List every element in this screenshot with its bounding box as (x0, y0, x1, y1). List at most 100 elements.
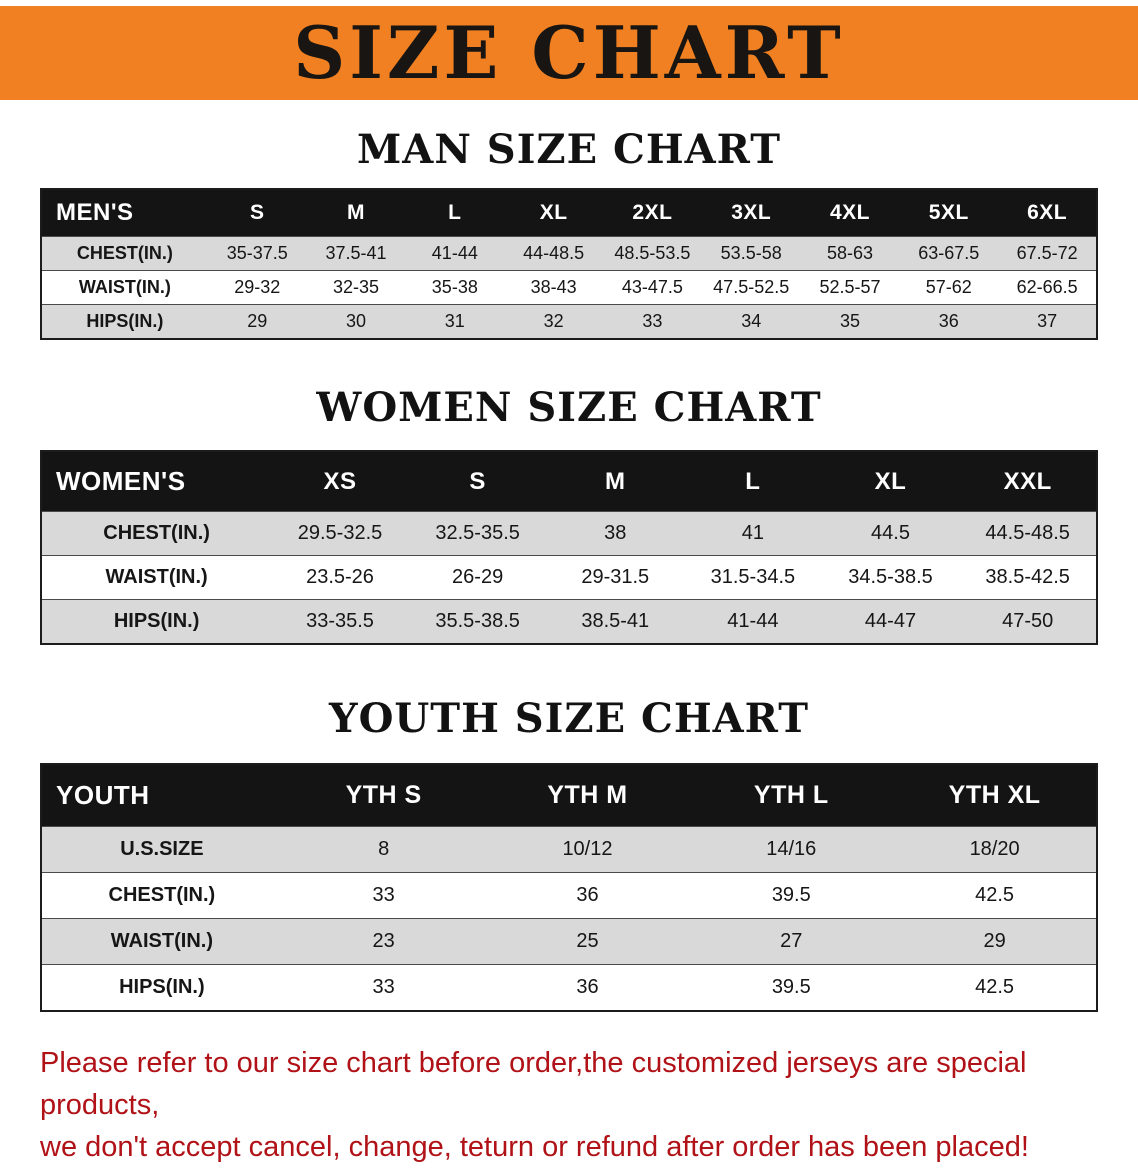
footer-note-line1: Please refer to our size chart before or… (40, 1047, 1027, 1122)
men-size-section: MAN SIZE CHART MEN'S S M L XL 2XL 3XL 4XL 5XL 6XL… (0, 130, 1138, 340)
table-header-row: MEN'S S M L XL 2XL 3XL 4XL 5XL 6XL (41, 189, 1097, 237)
table-row: HIPS(IN.) 29 30 31 32 33 34 35 36 37 (41, 304, 1097, 339)
size-header-cell: 3XL (701, 189, 801, 237)
table-row: WAIST(IN.) 23 25 27 29 (41, 918, 1097, 965)
value-cell: 23 (281, 918, 486, 965)
row-label-cell: CHEST(IN.) (41, 236, 208, 271)
size-header-cell: 2XL (603, 189, 702, 237)
value-cell: 33 (281, 964, 486, 1011)
value-cell: 42.5 (893, 964, 1097, 1011)
table-row: CHEST(IN.) 33 36 39.5 42.5 (41, 872, 1097, 919)
value-cell: 29.5-32.5 (271, 511, 409, 556)
value-cell: 31 (405, 304, 505, 339)
women-size-section: WOMEN SIZE CHART WOMEN'S XS S M L XL XXL CHEST(… (0, 388, 1138, 645)
value-cell: 32 (504, 304, 604, 339)
row-label-cell: HIPS(IN.) (41, 964, 282, 1011)
value-cell: 33-35.5 (271, 599, 409, 644)
size-header-cell: L (405, 189, 505, 237)
value-cell: 39.5 (689, 872, 894, 919)
table-title-cell: YOUTH (41, 764, 282, 827)
value-cell: 63-67.5 (899, 236, 999, 271)
value-cell: 44-47 (821, 599, 960, 644)
value-cell: 38.5-42.5 (959, 555, 1097, 600)
size-header-cell: YTH L (689, 764, 894, 827)
table-row: WAIST(IN.) 29-32 32-35 35-38 38-43 43-47.5 47.… (41, 270, 1097, 305)
value-cell: 31.5-34.5 (684, 555, 822, 600)
footer-note: Please refer to our size chart before or… (40, 1042, 1098, 1168)
value-cell: 38-43 (504, 270, 604, 305)
value-cell: 10/12 (485, 826, 690, 873)
size-header-cell: 6XL (998, 189, 1097, 237)
value-cell: 41-44 (405, 236, 505, 271)
size-header-cell: YTH M (485, 764, 690, 827)
value-cell: 43-47.5 (603, 270, 702, 305)
value-cell: 67.5-72 (998, 236, 1097, 271)
table-row: U.S.SIZE 8 10/12 14/16 18/20 (41, 826, 1097, 873)
value-cell: 33 (281, 872, 486, 919)
value-cell: 32-35 (306, 270, 406, 305)
value-cell: 42.5 (893, 872, 1097, 919)
size-header-cell: S (207, 189, 307, 237)
value-cell: 25 (485, 918, 690, 965)
value-cell: 58-63 (800, 236, 900, 271)
size-header-cell: M (546, 451, 685, 512)
row-label-cell: HIPS(IN.) (41, 304, 208, 339)
size-header-cell: S (408, 451, 547, 512)
value-cell: 27 (689, 918, 894, 965)
row-label-cell: U.S.SIZE (41, 826, 282, 873)
row-label-cell: CHEST(IN.) (41, 872, 282, 919)
table-header-row: YOUTH YTH S YTH M YTH L YTH XL (41, 764, 1097, 827)
women-size-table: WOMEN'S XS S M L XL XXL CHEST(IN.) 29.5-32.5 32.5… (40, 450, 1098, 645)
row-label-cell: WAIST(IN.) (41, 270, 208, 305)
table-row: HIPS(IN.) 33-35.5 35.5-38.5 38.5-41 41-44 44-… (41, 599, 1097, 644)
size-header-cell: XXL (959, 451, 1097, 512)
value-cell: 29-31.5 (546, 555, 685, 600)
size-header-cell: 4XL (800, 189, 900, 237)
banner-title: SIZE CHART (293, 10, 845, 95)
youth-section-heading: YOUTH SIZE CHART (329, 695, 809, 742)
size-header-cell: XL (504, 189, 604, 237)
table-title-cell: MEN'S (41, 189, 208, 237)
value-cell: 38.5-41 (546, 599, 685, 644)
size-chart-banner: SIZE CHART (0, 6, 1138, 100)
table-header-row: WOMEN'S XS S M L XL XXL (41, 451, 1097, 512)
table-row: HIPS(IN.) 33 36 39.5 42.5 (41, 964, 1097, 1011)
value-cell: 57-62 (899, 270, 999, 305)
table-row: CHEST(IN.) 29.5-32.5 32.5-35.5 38 41 44.5 44.5… (41, 511, 1097, 556)
value-cell: 14/16 (689, 826, 894, 873)
row-label-cell: WAIST(IN.) (41, 555, 272, 600)
value-cell: 35 (800, 304, 900, 339)
row-label-cell: CHEST(IN.) (41, 511, 272, 556)
women-section-heading: WOMEN SIZE CHART (316, 384, 822, 431)
value-cell: 37.5-41 (306, 236, 406, 271)
value-cell: 36 (485, 964, 690, 1011)
size-header-cell: M (306, 189, 406, 237)
value-cell: 44.5-48.5 (959, 511, 1097, 556)
value-cell: 53.5-58 (701, 236, 801, 271)
value-cell: 41-44 (684, 599, 822, 644)
value-cell: 47-50 (959, 599, 1097, 644)
value-cell: 32.5-35.5 (408, 511, 547, 556)
size-header-cell: 5XL (899, 189, 999, 237)
value-cell: 29 (207, 304, 307, 339)
size-header-cell: YTH XL (893, 764, 1097, 827)
size-header-cell: L (684, 451, 822, 512)
size-header-cell: YTH S (281, 764, 486, 827)
footer-note-line2: we don't accept cancel, change, teturn o… (40, 1131, 1029, 1164)
value-cell: 36 (485, 872, 690, 919)
value-cell: 35-38 (405, 270, 505, 305)
value-cell: 29-32 (207, 270, 307, 305)
value-cell: 38 (546, 511, 685, 556)
value-cell: 41 (684, 511, 822, 556)
value-cell: 23.5-26 (271, 555, 409, 600)
youth-size-section: YOUTH SIZE CHART YOUTH YTH S YTH M YTH L YTH… (0, 699, 1138, 1012)
value-cell: 44.5 (821, 511, 960, 556)
table-title-cell: WOMEN'S (41, 451, 272, 512)
value-cell: 34 (701, 304, 801, 339)
men-section-heading: MAN SIZE CHART (357, 126, 781, 173)
value-cell: 8 (281, 826, 486, 873)
table-row: WAIST(IN.) 23.5-26 26-29 29-31.5 31.5-34.5 34… (41, 555, 1097, 600)
value-cell: 26-29 (408, 555, 547, 600)
value-cell: 29 (893, 918, 1097, 965)
